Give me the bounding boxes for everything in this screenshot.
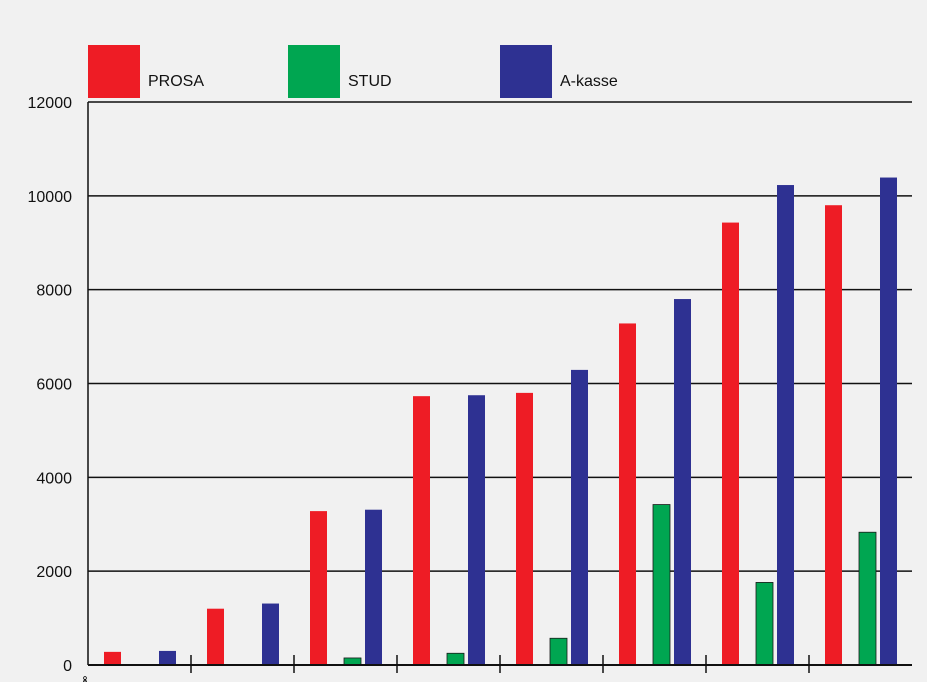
y-tick-label: 10000 (28, 189, 73, 206)
legend-swatch-stud (288, 45, 340, 98)
x-axis-prefix-label: Å (80, 675, 91, 682)
bar-prosa-1995 (516, 392, 533, 665)
bar-a-kasse-2000 (674, 299, 691, 665)
bar-prosa-1985 (310, 511, 327, 665)
y-tick-label: 2000 (36, 564, 72, 581)
y-axis-tick-labels: 0 2000 4000 6000 8000 10000 12000 (28, 95, 73, 675)
bar-a-kasse-1980 (262, 603, 279, 665)
bar-a-kasse-1985 (365, 509, 382, 665)
y-tick-label: 4000 (36, 470, 72, 487)
legend-label-prosa: PROSA (148, 73, 204, 90)
y-tick-label: 0 (63, 658, 72, 675)
legend: PROSA STUD A-kasse (88, 45, 618, 98)
bar-stud-1985 (343, 657, 362, 666)
bar-a-kasse-1995 (571, 369, 588, 665)
y-tick-label: 12000 (28, 95, 73, 112)
gridlines (88, 101, 912, 572)
bar-stud-1995 (549, 637, 568, 666)
bar-prosa-2010 (825, 205, 842, 665)
legend-label-stud: STUD (348, 73, 392, 90)
y-tick-label: 6000 (36, 377, 72, 394)
bar-prosa-1990 (413, 396, 430, 665)
bar-a-kasse-1975 (159, 650, 176, 665)
legend-swatch-prosa (88, 45, 140, 98)
legend-swatch-a-kasse (500, 45, 552, 98)
bar-a-kasse-2005 (777, 185, 794, 666)
bar-prosa-2005 (722, 222, 739, 665)
bar-stud-2005 (755, 582, 774, 666)
bar-prosa-2000 (619, 323, 636, 665)
bar-prosa-1975 (104, 651, 121, 665)
bar-prosa-1980 (207, 608, 224, 665)
bar-a-kasse-2010 (880, 177, 897, 665)
legend-label-a-kasse: A-kasse (560, 73, 618, 90)
bar-a-kasse-1990 (468, 395, 485, 665)
bar-stud-2010 (858, 531, 877, 666)
bar-stud-1990 (446, 652, 465, 666)
bar-stud-2000 (652, 504, 671, 666)
bars (104, 177, 897, 666)
y-tick-label: 8000 (36, 283, 72, 300)
